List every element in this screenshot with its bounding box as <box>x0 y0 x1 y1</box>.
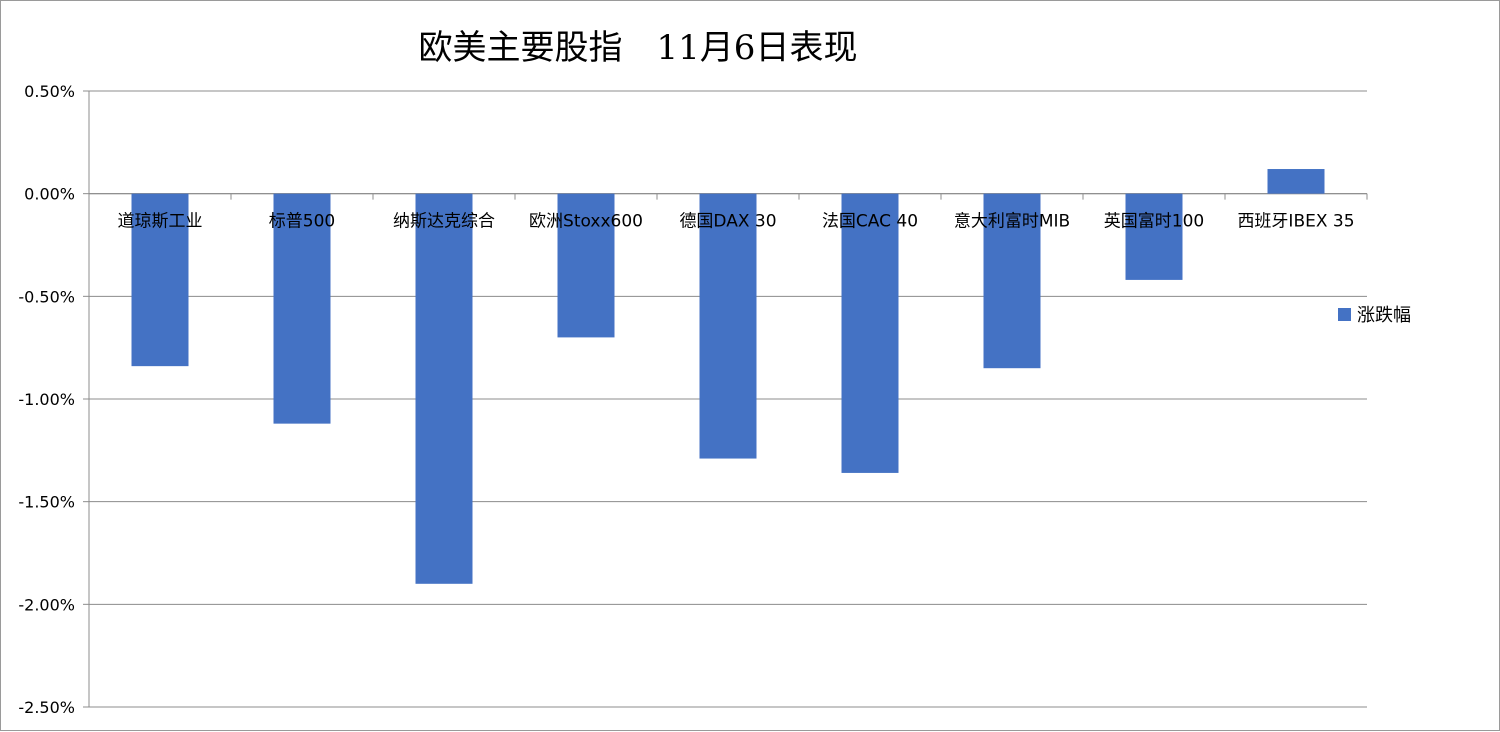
y-tick-label: -2.00% <box>18 595 75 614</box>
legend-label: 涨跌幅 <box>1357 305 1411 326</box>
category-label: 道琼斯工业 <box>118 212 203 232</box>
y-tick-label: 0.00% <box>24 185 75 204</box>
category-label: 意大利富时MIB <box>954 212 1070 232</box>
bar <box>841 193 899 473</box>
category-label: 德国DAX 30 <box>679 212 776 232</box>
bars <box>131 169 1325 584</box>
y-tick-label: -2.50% <box>18 698 75 717</box>
legend: 涨跌幅 <box>1338 305 1411 326</box>
y-tick-label: -1.00% <box>18 390 75 409</box>
category-label: 欧洲Stoxx600 <box>529 212 643 232</box>
bar <box>415 193 473 584</box>
category-label: 法国CAC 40 <box>822 212 918 232</box>
bar <box>273 193 331 424</box>
legend-swatch <box>1338 308 1351 321</box>
labels: 0.50% 0.00% -0.50% -1.00% -1.50% -2.00% -2.50%… <box>18 82 1354 717</box>
bar <box>131 193 189 367</box>
category-label: 西班牙IBEX 35 <box>1237 212 1354 232</box>
bar <box>1267 169 1325 194</box>
y-tick-label: -1.50% <box>18 493 75 512</box>
y-tick-label: -0.50% <box>18 287 75 306</box>
bar <box>983 193 1041 369</box>
category-label: 英国富时100 <box>1104 212 1204 232</box>
bar <box>699 193 757 459</box>
bar <box>557 193 615 338</box>
category-label: 纳斯达克综合 <box>393 212 495 232</box>
y-tick-label: 0.50% <box>24 82 75 101</box>
category-label: 标普500 <box>269 212 335 232</box>
bar <box>1125 193 1183 280</box>
chart-title: 欧美主要股指 11月6日表现 <box>419 28 858 68</box>
